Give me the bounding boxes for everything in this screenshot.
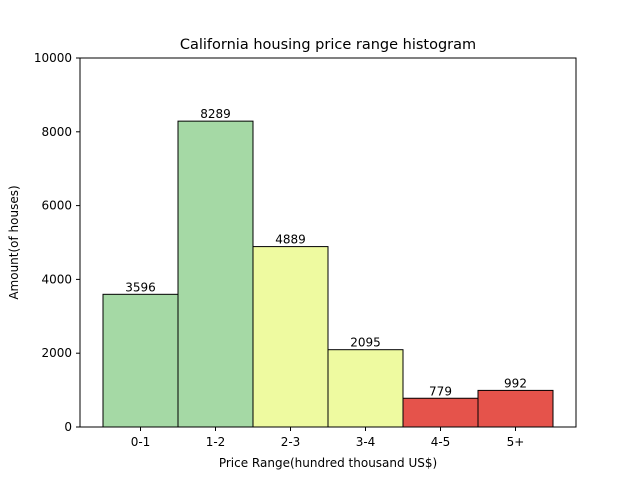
data-label-2-3: 4889 bbox=[275, 233, 306, 247]
x-tick-label-2-3: 2-3 bbox=[281, 435, 301, 449]
y-axis-label: Amount(of houses) bbox=[7, 185, 21, 299]
bar-2-3 bbox=[252, 246, 329, 428]
data-label-1-2: 8289 bbox=[200, 107, 231, 121]
x-axis-label: Price Range(hundred thousand US$) bbox=[219, 456, 437, 470]
x-tick-label-0-1: 0-1 bbox=[131, 435, 151, 449]
bars-group bbox=[102, 120, 554, 428]
y-tick-label-0: 0 bbox=[64, 420, 72, 434]
x-axis: 0-1 1-2 2-3 3-4 4-5 5+ bbox=[131, 427, 525, 449]
bar-5+ bbox=[477, 389, 554, 428]
x-tick-label-5+: 5+ bbox=[507, 435, 525, 449]
x-tick-label-1-2: 1-2 bbox=[206, 435, 226, 449]
bar-3-4 bbox=[327, 349, 404, 428]
data-label-5+: 992 bbox=[504, 376, 527, 390]
y-tick-label-6000: 6000 bbox=[41, 199, 72, 213]
x-tick-label-4-5: 4-5 bbox=[431, 435, 451, 449]
y-tick-label-8000: 8000 bbox=[41, 125, 72, 139]
bar-1-2 bbox=[177, 120, 254, 428]
data-labels-group: 3596 8289 4889 2095 779 992 bbox=[125, 107, 527, 398]
y-tick-label-2000: 2000 bbox=[41, 346, 72, 360]
data-label-4-5: 779 bbox=[429, 384, 452, 398]
bar-4-5 bbox=[402, 397, 479, 428]
y-axis: 0 2000 4000 6000 8000 10000 bbox=[34, 51, 80, 434]
y-tick-label-10000: 10000 bbox=[34, 51, 72, 65]
chart-title: California housing price range histogram bbox=[180, 37, 476, 53]
data-label-0-1: 3596 bbox=[125, 280, 156, 294]
x-tick-label-3-4: 3-4 bbox=[356, 435, 376, 449]
data-label-3-4: 2095 bbox=[350, 336, 381, 350]
plot-frame bbox=[79, 57, 577, 428]
bar-0-1 bbox=[102, 293, 179, 428]
y-tick-label-4000: 4000 bbox=[41, 272, 72, 286]
